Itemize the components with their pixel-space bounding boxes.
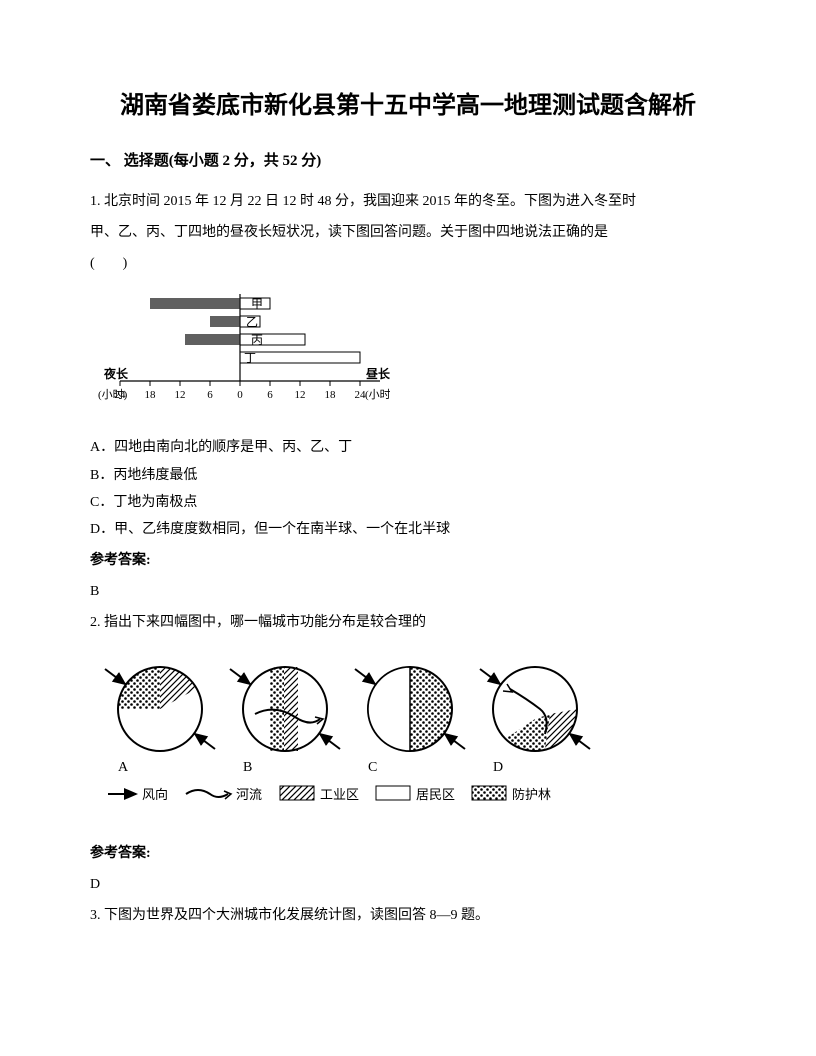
svg-text:C: C <box>368 760 377 775</box>
q1-answer-label: 参考答案: <box>90 548 726 573</box>
q2-stem: 2. 指出下来四幅图中，哪一幅城市功能分布是较合理的 <box>90 610 726 635</box>
q1-chart: 甲 乙 丙 丁 夜长 昼长 24 18 12 6 0 6 12 18 24 (小… <box>90 286 390 425</box>
svg-text:0: 0 <box>237 389 243 401</box>
q1-option-c: C．丁地为南极点 <box>90 490 726 515</box>
row-label: 丁 <box>244 351 256 365</box>
svg-text:B: B <box>243 760 252 775</box>
row-label: 乙 <box>246 315 258 329</box>
page-title: 湖南省娄底市新化县第十五中学高一地理测试题含解析 <box>90 90 726 124</box>
svg-text:河流: 河流 <box>236 787 262 802</box>
q1-stem-line3: ( ) <box>90 251 726 276</box>
q1-stem-line2: 甲、乙、丙、丁四地的昼夜长短状况，读下图回答问题。关于图中四地说法正确的是 <box>90 220 726 245</box>
svg-text:(小时): (小时) <box>98 388 128 401</box>
svg-text:(小时): (小时) <box>365 388 390 401</box>
svg-text:工业区: 工业区 <box>320 787 359 802</box>
q1-option-b: B．丙地纬度最低 <box>90 463 726 488</box>
svg-text:A: A <box>118 760 129 775</box>
svg-text:6: 6 <box>267 389 273 401</box>
svg-text:18: 18 <box>145 389 157 401</box>
svg-text:昼长: 昼长 <box>365 366 390 381</box>
q2-answer: D <box>90 872 726 897</box>
svg-text:12: 12 <box>295 389 306 401</box>
row-label: 甲 <box>251 297 263 311</box>
row-label: 丙 <box>251 333 263 347</box>
svg-text:风向: 风向 <box>142 787 168 802</box>
q1-option-a: A．四地由南向北的顺序是甲、丙、乙、丁 <box>90 435 726 460</box>
svg-text:18: 18 <box>325 389 337 401</box>
q1-stem-line1: 1. 北京时间 2015 年 12 月 22 日 12 时 48 分，我国迎来 … <box>90 189 726 214</box>
q1-option-d: D．甲、乙纬度度数相同，但一个在南半球、一个在北半球 <box>90 517 726 542</box>
svg-text:防护林: 防护林 <box>512 787 551 802</box>
svg-text:居民区: 居民区 <box>416 787 455 802</box>
svg-text:夜长: 夜长 <box>103 366 129 381</box>
section-header: 一、 选择题(每小题 2 分，共 52 分) <box>90 148 726 175</box>
svg-text:6: 6 <box>207 389 213 401</box>
svg-text:D: D <box>493 760 503 775</box>
q3-stem: 3. 下图为世界及四个大洲城市化发展统计图，读图回答 8—9 题。 <box>90 903 726 928</box>
svg-text:12: 12 <box>175 389 186 401</box>
q1-answer: B <box>90 579 726 604</box>
q2-chart: A B C D 风向 河流 工业区 <box>90 654 610 823</box>
q2-answer-label: 参考答案: <box>90 841 726 866</box>
